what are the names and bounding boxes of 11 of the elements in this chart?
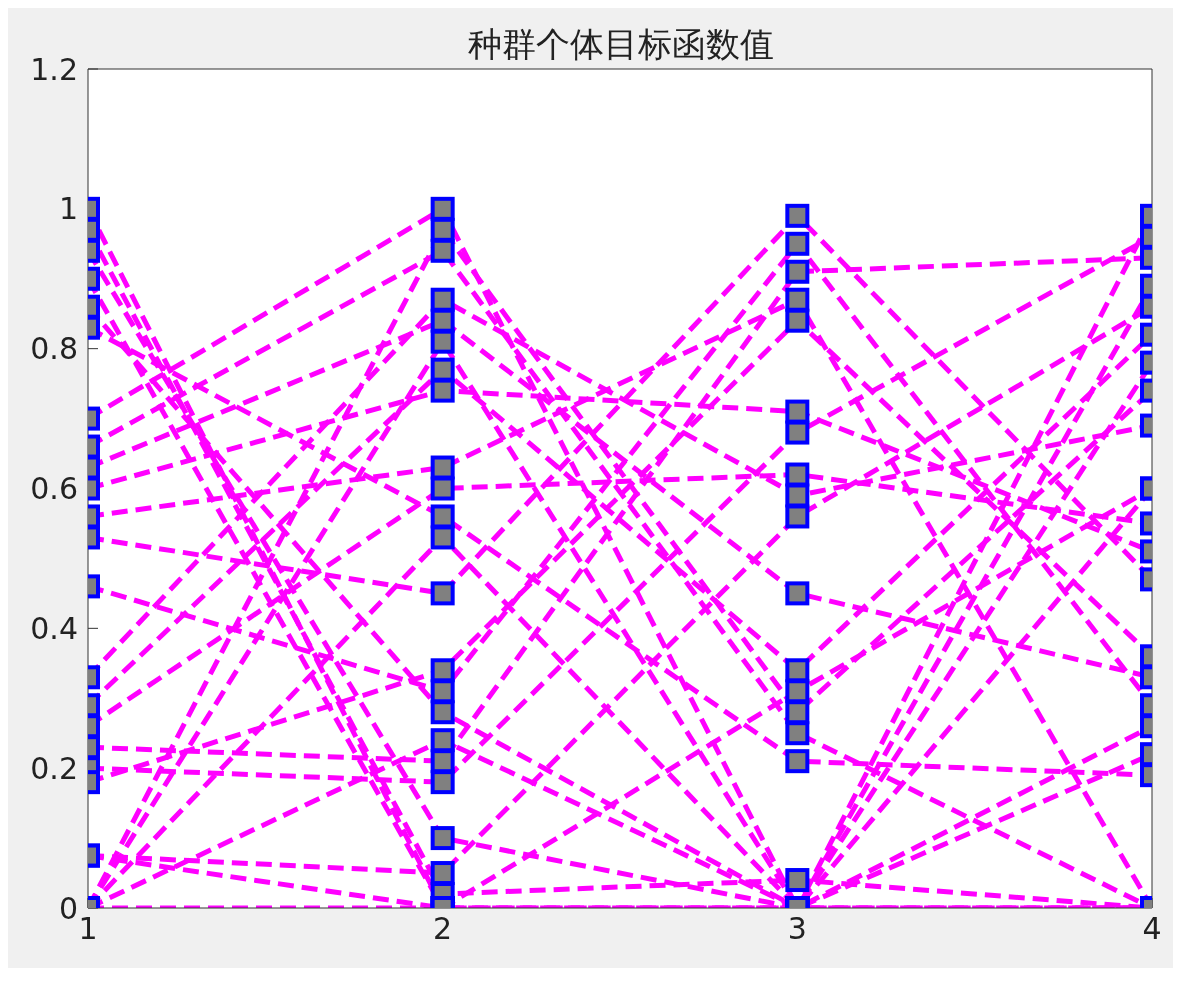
y-tick-label: 1: [58, 191, 78, 227]
y-tick-label: 0.6: [30, 471, 78, 507]
x-tick-label: 2: [433, 911, 453, 947]
y-tick-label: 0: [58, 890, 78, 926]
chart-title: 种群个体目标函数值: [466, 23, 775, 66]
y-tick-label: 0.2: [30, 750, 78, 786]
x-tick-label: 3: [787, 911, 807, 947]
y-tick-label: 0.8: [30, 331, 78, 367]
x-tick-label: 4: [1142, 911, 1162, 947]
y-tick-label: 1.2: [30, 51, 78, 87]
y-tick-label: 0.4: [30, 610, 78, 646]
